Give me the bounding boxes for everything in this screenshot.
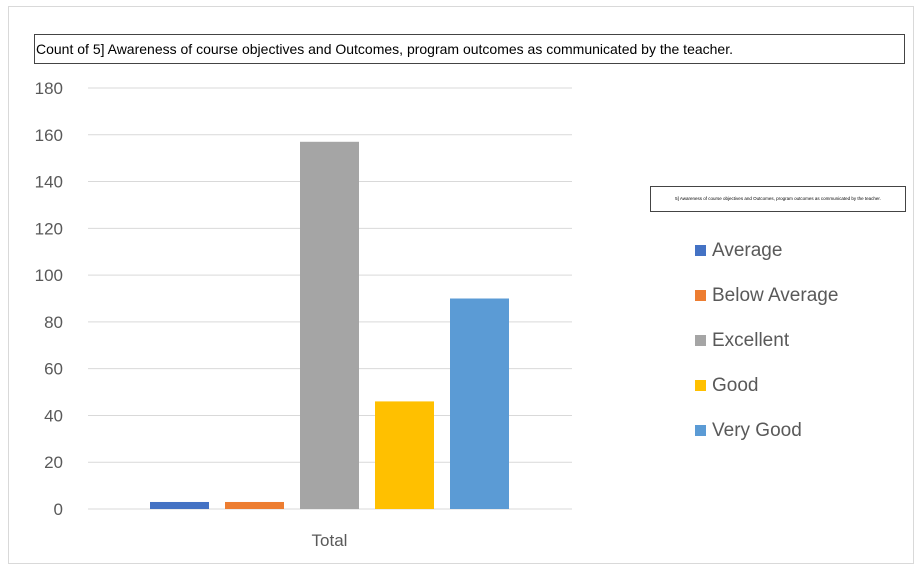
legend-item: Excellent [695,318,838,363]
y-tick-label: 40 [44,406,63,425]
bar-excellent [300,141,359,510]
legend-item: Good [695,363,838,408]
legend-swatch [695,245,706,256]
y-tick-label: 140 [35,173,63,192]
legend-item: Below Average [695,273,838,318]
y-tick-label: 80 [44,313,63,332]
legend-label: Below Average [712,284,839,306]
legend-title: 5] Awareness of course objectives and Ou… [650,186,906,212]
bar-average [150,501,209,509]
y-tick-label: 180 [35,79,63,98]
bar-very-good [450,298,509,509]
legend-item: Average [695,228,838,273]
legend-label: Excellent [712,329,790,351]
legend-label: Good [712,374,759,396]
legend-label: Average [712,239,783,261]
legend-swatch [695,380,706,391]
legend-swatch [695,335,706,346]
legend-swatch [695,425,706,436]
legend-label: Very Good [712,419,802,441]
y-tick-label: 0 [54,500,63,519]
y-tick-label: 60 [44,360,63,379]
bar-below-average [225,501,284,509]
bar-good [375,401,434,509]
legend: Average Below Average Excellent Good Very Go… [695,228,838,453]
y-tick-label: 120 [35,219,63,238]
y-tick-label: 100 [35,266,63,285]
y-tick-label: 160 [35,126,63,145]
y-tick-label: 20 [44,453,63,472]
legend-item: Very Good [695,408,838,453]
legend-swatch [695,290,706,301]
chart-title: Count of 5] Awareness of course objectiv… [34,34,905,64]
x-tick-label: Total [312,531,348,550]
